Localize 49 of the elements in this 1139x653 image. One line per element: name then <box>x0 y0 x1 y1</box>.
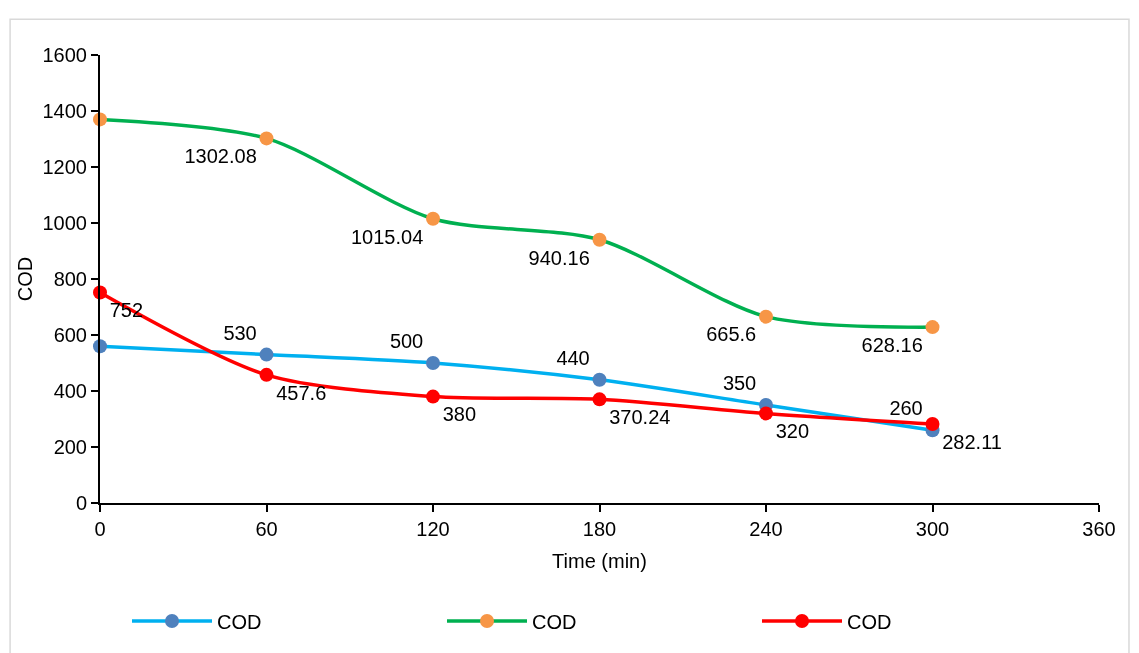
data-label: 940.16 <box>528 246 590 269</box>
point <box>925 320 940 335</box>
x-tick-label: 240 <box>749 518 783 540</box>
data-label: 500 <box>389 330 424 353</box>
y-tick-label: 1600 <box>42 44 87 66</box>
y-tick-label: 200 <box>53 436 87 458</box>
data-label: 628.16 <box>861 333 923 356</box>
data-label: 370.24 <box>609 406 671 429</box>
point <box>592 392 607 407</box>
point <box>426 389 440 404</box>
x-tick-label: 180 <box>582 518 617 540</box>
y-tick-label: 1400 <box>42 100 87 122</box>
point <box>592 232 607 247</box>
data-label: 457.6 <box>276 381 327 404</box>
data-label: 320 <box>775 420 810 443</box>
point <box>426 356 440 370</box>
data-label: 665.6 <box>706 323 757 346</box>
data-label: 260 <box>889 397 923 420</box>
y-tick-label: 800 <box>53 268 87 290</box>
y-tick-label: 400 <box>53 380 87 402</box>
x-tick-label: 60 <box>255 518 278 540</box>
legend-label: COD <box>532 610 577 633</box>
x-tick-label: 360 <box>1082 518 1116 540</box>
point <box>592 372 607 387</box>
legend-label: COD <box>217 610 262 633</box>
point <box>759 406 773 421</box>
point <box>259 347 274 362</box>
point <box>759 309 773 324</box>
data-label: 530 <box>223 321 257 344</box>
point <box>426 211 440 226</box>
y-tick-label: 0 <box>75 492 87 514</box>
data-label: 282.11 <box>942 430 1002 453</box>
legend-label: COD <box>847 610 892 633</box>
point <box>925 417 940 431</box>
point <box>259 131 274 146</box>
data-label: 380 <box>442 403 477 426</box>
y-tick-label: 1200 <box>42 156 87 178</box>
x-axis-title: Time (min) <box>552 550 647 572</box>
x-tick-label: 0 <box>94 518 106 540</box>
data-label: 440 <box>556 347 590 370</box>
point <box>259 367 274 382</box>
y-axis-title: COD <box>13 256 36 302</box>
x-tick-label: 120 <box>416 518 450 540</box>
x-tick-label: 300 <box>915 518 950 540</box>
data-label: 350 <box>722 372 757 395</box>
data-label: 1302.08 <box>184 145 257 168</box>
y-tick-label: 1000 <box>42 212 87 234</box>
y-tick-label: 600 <box>53 324 87 346</box>
data-label: 1015.04 <box>350 225 424 248</box>
